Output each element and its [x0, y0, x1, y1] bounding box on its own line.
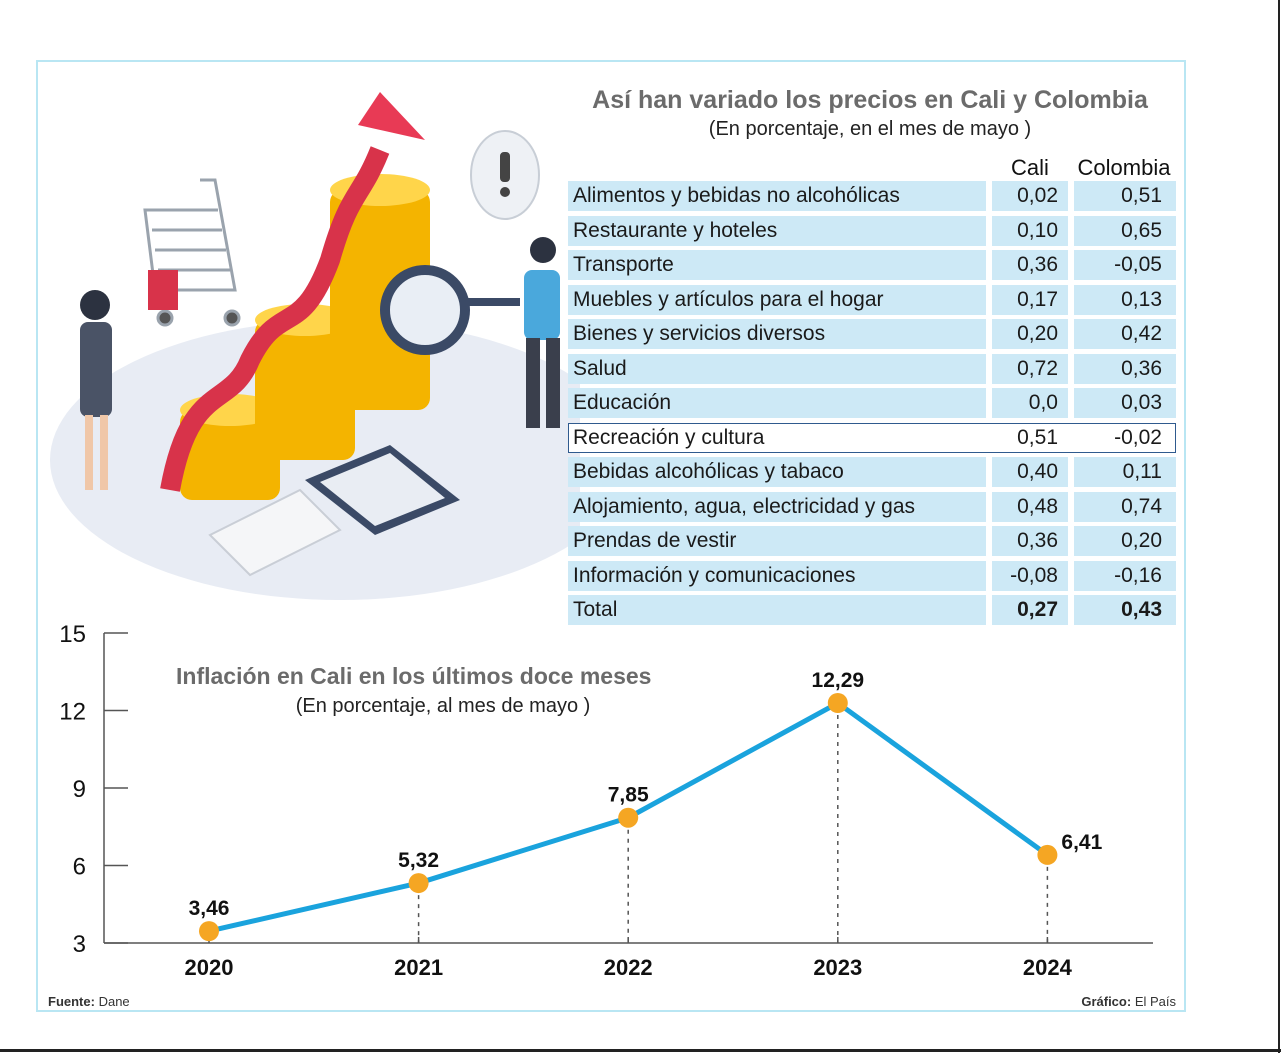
colombia-value: 0,43	[1074, 595, 1176, 625]
category-label: Educación	[568, 388, 986, 418]
chart-title: Inflación en Cali en los últimos doce me…	[176, 663, 652, 689]
x-tick-label: 2020	[185, 955, 234, 980]
inflation-illustration	[50, 92, 580, 600]
category-label: Alimentos y bebidas no alcohólicas	[568, 181, 986, 211]
source-value: Dane	[98, 994, 130, 1009]
cali-value: 0,51	[992, 422, 1068, 453]
x-tick-label: 2023	[813, 955, 862, 980]
data-label: 3,46	[189, 897, 230, 920]
category-label: Bebidas alcohólicas y tabaco	[568, 457, 986, 487]
colombia-value: 0,74	[1074, 491, 1176, 522]
table-row: Muebles y artículos para el hogar 0,17 0…	[568, 284, 1178, 315]
colombia-value: -0,16	[1074, 560, 1176, 591]
data-point-marker	[827, 693, 848, 714]
source-label: Fuente:	[48, 994, 95, 1009]
rising-arrow-icon	[160, 146, 390, 492]
colombia-value: 0,36	[1074, 353, 1176, 384]
shopping-cart-icon	[143, 178, 241, 327]
y-tick-label: 9	[73, 776, 86, 803]
receipt-icon	[208, 488, 342, 577]
x-tick-label: 2021	[394, 955, 443, 980]
table-row: Prendas de vestir 0,36 0,20	[568, 526, 1178, 556]
colombia-value: 0,13	[1074, 284, 1176, 315]
bottom-edge-line	[0, 1049, 1281, 1052]
table-row: Transporte 0,36 -0,05	[568, 250, 1178, 280]
credit-label: Gráfico:	[1081, 994, 1132, 1009]
colombia-value: 0,51	[1074, 181, 1176, 211]
cali-value: 0,0	[992, 388, 1068, 418]
credit-note: Gráfico: El País	[1060, 994, 1176, 1009]
table-row-total: Total 0,27 0,43	[568, 595, 1178, 625]
source-note: Fuente: Dane	[48, 994, 130, 1009]
category-label: Muebles y artículos para el hogar	[568, 284, 986, 315]
colombia-value: -0,02	[1074, 422, 1176, 453]
column-header-colombia: Colombia	[1077, 155, 1171, 180]
y-tick-label: 3	[73, 931, 86, 958]
category-label: Transporte	[568, 250, 986, 280]
table-row: Bebidas alcohólicas y tabaco 0,40 0,11	[568, 457, 1178, 487]
colombia-value: 0,65	[1074, 215, 1176, 246]
colombia-value: 0,03	[1074, 388, 1176, 418]
category-label: Recreación y cultura	[568, 422, 986, 453]
category-label: Total	[568, 595, 986, 625]
table-row: Educación 0,0 0,03	[568, 388, 1178, 418]
y-tick-label: 6	[73, 854, 86, 881]
table-row: Bienes y servicios diversos 0,20 0,42	[568, 319, 1178, 349]
x-tick-label: 2024	[1023, 955, 1073, 980]
table-row: Alojamiento, agua, electricidad y gas 0,…	[568, 491, 1178, 522]
cali-value: 0,36	[992, 250, 1068, 280]
table-row: Restaurante y hoteles 0,10 0,65	[568, 215, 1178, 246]
price-variation-table: Alimentos y bebidas no alcohólicas 0,02 …	[568, 181, 1178, 630]
data-point-marker	[408, 873, 429, 894]
cali-value: 0,27	[992, 595, 1068, 625]
data-label: 6,41	[1061, 831, 1102, 854]
man-figure-icon	[524, 237, 560, 428]
credit-value: El País	[1134, 994, 1176, 1009]
table-row-highlighted: Recreación y cultura 0,51 -0,02	[568, 422, 1178, 453]
calculator-icon	[305, 445, 460, 535]
category-label: Salud	[568, 353, 986, 384]
table-title: Así han variado los precios en Cali y Co…	[592, 86, 1148, 114]
cali-value: 0,02	[992, 181, 1068, 211]
table-row: Salud 0,72 0,36	[568, 353, 1178, 384]
cali-value: 0,40	[992, 457, 1068, 487]
chart-subtitle: (En porcentaje, al mes de mayo )	[295, 695, 591, 717]
colombia-value: -0,05	[1074, 250, 1176, 280]
category-label: Restaurante y hoteles	[568, 215, 986, 246]
column-header-cali: Cali	[1011, 155, 1049, 180]
cali-value: 0,72	[992, 353, 1068, 384]
cali-value: 0,48	[992, 491, 1068, 522]
cali-value: 0,20	[992, 319, 1068, 349]
table-row: Alimentos y bebidas no alcohólicas 0,02 …	[568, 181, 1178, 211]
cali-value: 0,17	[992, 284, 1068, 315]
x-tick-label: 2022	[604, 955, 653, 980]
category-label: Bienes y servicios diversos	[568, 319, 986, 349]
data-label: 12,29	[812, 669, 865, 692]
exclamation-bubble-icon	[470, 130, 540, 220]
y-tick-label: 12	[59, 699, 86, 726]
y-tick-label: 15	[59, 621, 86, 648]
category-label: Prendas de vestir	[568, 526, 986, 556]
category-label: Información y comunicaciones	[568, 560, 986, 591]
colombia-value: 0,42	[1074, 319, 1176, 349]
category-label: Alojamiento, agua, electricidad y gas	[568, 491, 986, 522]
magnifying-glass-icon	[380, 265, 520, 355]
data-point-marker	[618, 807, 639, 828]
colombia-value: 0,11	[1074, 457, 1176, 487]
cali-value: 0,10	[992, 215, 1068, 246]
cali-value: -0,08	[992, 560, 1068, 591]
table-row: Información y comunicaciones -0,08 -0,16	[568, 560, 1178, 591]
data-point-marker	[1037, 844, 1058, 865]
data-label: 5,32	[398, 849, 439, 872]
table-subtitle: (En porcentaje, en el mes de mayo )	[708, 118, 1032, 140]
right-edge-line	[1278, 0, 1280, 1053]
arrow-head-icon	[358, 92, 425, 140]
data-point-marker	[199, 921, 219, 942]
colombia-value: 0,20	[1074, 526, 1176, 556]
cali-value: 0,36	[992, 526, 1068, 556]
data-label: 7,85	[608, 784, 649, 807]
woman-figure-icon	[80, 290, 112, 490]
